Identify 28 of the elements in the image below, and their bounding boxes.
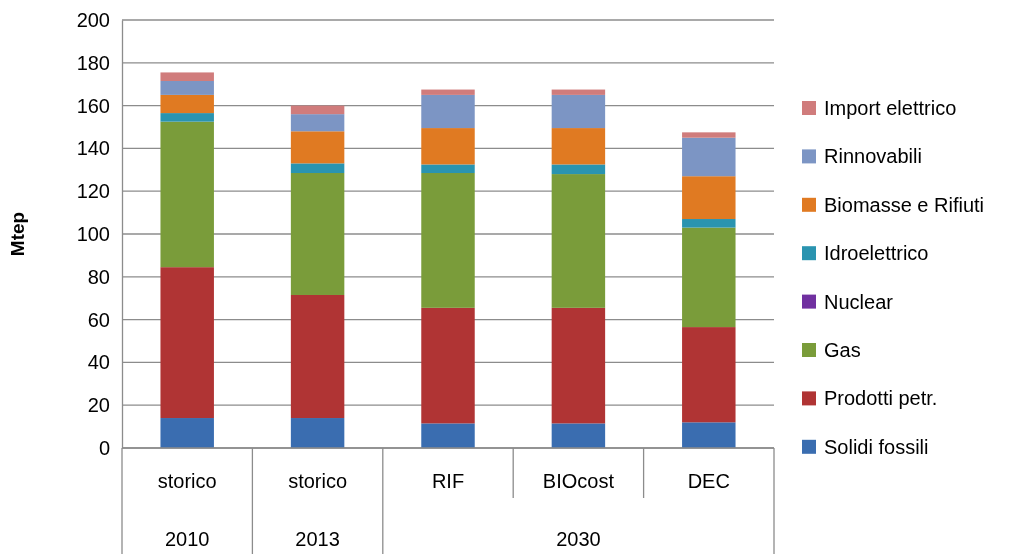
x-tick-label: BIOcost	[542, 470, 615, 492]
y-tick-label: 0	[98, 436, 110, 459]
legend-label: Import elettrico	[824, 97, 957, 119]
y-tick-label: 100	[76, 222, 110, 245]
text: 2013	[295, 528, 340, 550]
x-tick-label: RIF	[431, 470, 465, 492]
y-tick-label: 160	[76, 94, 110, 117]
text: 2030	[556, 528, 601, 550]
x-tick-label: storico	[288, 470, 348, 492]
legend-label: Rinnovabili	[824, 145, 922, 168]
y-tick-label: 200	[76, 8, 110, 31]
y-tick-label: 60	[87, 308, 110, 331]
x-tick-label: storico	[157, 470, 217, 492]
legend-label: Gas	[824, 339, 861, 361]
y-tick-label: 20	[87, 394, 110, 417]
y-axis-title: Mtep	[7, 211, 28, 257]
x-tick-label: DEC	[687, 470, 730, 492]
y-tick-label: 120	[76, 180, 110, 203]
legend-label: Nuclear	[824, 290, 894, 313]
legend-label: Biomasse e Rifiuti	[824, 193, 985, 216]
y-tick-label: 40	[87, 351, 110, 374]
text: 2010	[164, 528, 210, 550]
legend-label: Solidi fossili	[824, 435, 929, 458]
legend-label: Idroelettrico	[824, 242, 929, 265]
y-tick-label: 140	[76, 137, 110, 160]
y-tick-label: 180	[76, 51, 110, 74]
y-tick-label: 80	[87, 265, 110, 288]
legend-label: Prodotti petr.	[824, 387, 938, 410]
